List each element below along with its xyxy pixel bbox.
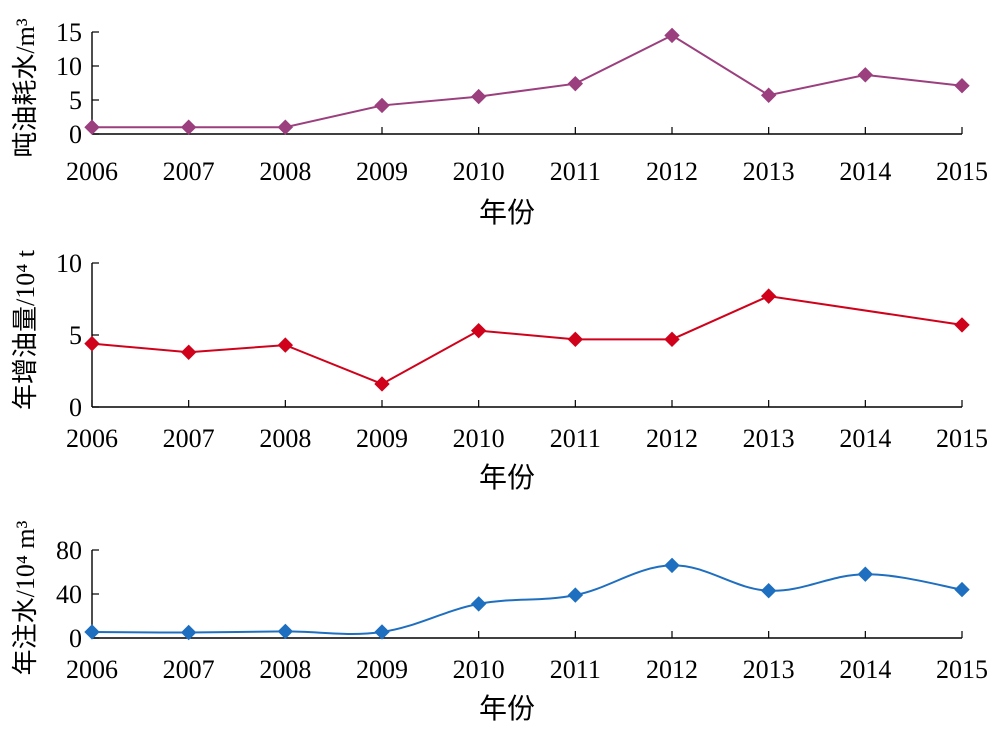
x-tick-label: 2010 <box>453 424 505 453</box>
data-point-marker <box>84 335 100 352</box>
data-point-marker <box>180 624 197 641</box>
panel-water-per-ton-oil: 2006 2007 2008 2009 2010 2011 2012 2013 2014 2015… <box>11 18 988 229</box>
x-tick-label: 2008 <box>259 424 311 453</box>
x-tick-label: 2010 <box>453 157 505 186</box>
x-tick-label: 2007 <box>163 655 215 684</box>
x-tick-label: 2008 <box>259 157 311 186</box>
y-axis-title: 吨油耗水/m³ <box>11 18 40 157</box>
x-tick-label: 2013 <box>743 157 795 186</box>
data-point-marker <box>277 337 294 353</box>
x-tick-label: 2013 <box>743 424 795 453</box>
x-axis-title: 年份 <box>479 462 535 494</box>
data-point-marker <box>470 88 487 105</box>
data-point-marker <box>857 566 874 582</box>
x-tick-label: 2009 <box>356 157 408 186</box>
series-line <box>91 295 963 386</box>
y-tick-label: 10 <box>56 249 82 278</box>
x-tick-label: 2014 <box>839 655 891 684</box>
x-tick-label: 2015 <box>936 424 988 453</box>
x-axis-title: 年份 <box>479 693 535 725</box>
x-tick-label: 2015 <box>936 655 988 684</box>
x-tick-label: 2011 <box>550 424 601 453</box>
x-tick-label: 2011 <box>550 157 601 186</box>
data-point-marker <box>374 624 390 640</box>
x-tick-label: 2012 <box>646 424 698 453</box>
data-point-marker <box>760 288 777 304</box>
x-tick-label: 2014 <box>839 424 891 453</box>
data-point-marker <box>567 331 584 348</box>
x-tick-label: 2007 <box>163 424 215 453</box>
x-tick-label: 2008 <box>259 655 311 684</box>
y-tick-label: 0 <box>69 393 82 422</box>
x-tick-label: 2006 <box>66 655 118 684</box>
data-point-marker <box>374 376 390 392</box>
x-tick-label: 2014 <box>839 157 891 186</box>
x-tick-label: 2012 <box>646 157 698 186</box>
data-point-marker <box>277 623 294 640</box>
y-axis-title: 年注水/10⁴ m³ <box>11 520 40 675</box>
data-point-marker <box>470 322 487 339</box>
x-tick-label: 2010 <box>453 655 505 684</box>
data-point-marker <box>180 119 197 135</box>
y-tick-label: 5 <box>69 321 82 350</box>
y-tick-label: 15 <box>56 18 82 47</box>
panel-annual-water-injection: 2006 2007 2008 2009 2010 2011 2012 2013 2014 2015… <box>11 520 988 725</box>
x-tick-label: 2007 <box>163 157 215 186</box>
data-point-marker <box>470 596 487 612</box>
x-tick-label: 2013 <box>743 655 795 684</box>
x-tick-label: 2015 <box>936 157 988 186</box>
data-point-marker <box>567 587 584 603</box>
y-tick-label: 10 <box>56 52 82 81</box>
x-tick-label: 2011 <box>550 655 601 684</box>
series-line <box>91 564 963 635</box>
data-point-marker <box>664 331 680 348</box>
series-line <box>92 34 963 129</box>
data-point-marker <box>954 78 970 94</box>
data-point-marker <box>857 67 874 83</box>
y-axis-title: 年增油量/10⁴ t <box>11 249 40 410</box>
x-axis-title: 年份 <box>479 197 535 229</box>
data-point-marker <box>84 624 100 640</box>
data-point-marker <box>374 97 390 114</box>
data-point-marker <box>760 582 777 599</box>
data-point-marker <box>84 119 100 135</box>
y-tick-label: 0 <box>69 624 82 653</box>
y-tick-label: 5 <box>69 86 82 115</box>
y-tick-label: 80 <box>56 536 82 565</box>
x-tick-label: 2006 <box>66 424 118 453</box>
data-point-marker <box>954 581 970 598</box>
x-tick-label: 2006 <box>66 157 118 186</box>
y-tick-label: 40 <box>56 580 82 609</box>
x-tick-label: 2012 <box>646 655 698 684</box>
x-tick-label: 2009 <box>356 424 408 453</box>
panel-annual-oil-increase: 2006 2007 2008 2009 2010 2011 2012 2013 2014 2015… <box>11 249 988 494</box>
data-point-marker <box>760 87 777 103</box>
data-point-marker <box>664 27 680 44</box>
data-point-marker <box>664 557 680 574</box>
data-point-marker <box>954 317 970 333</box>
data-point-marker <box>277 119 294 135</box>
y-tick-label: 0 <box>69 120 82 149</box>
data-point-marker <box>567 75 584 92</box>
x-tick-label: 2009 <box>356 655 408 684</box>
data-point-marker <box>180 344 197 360</box>
